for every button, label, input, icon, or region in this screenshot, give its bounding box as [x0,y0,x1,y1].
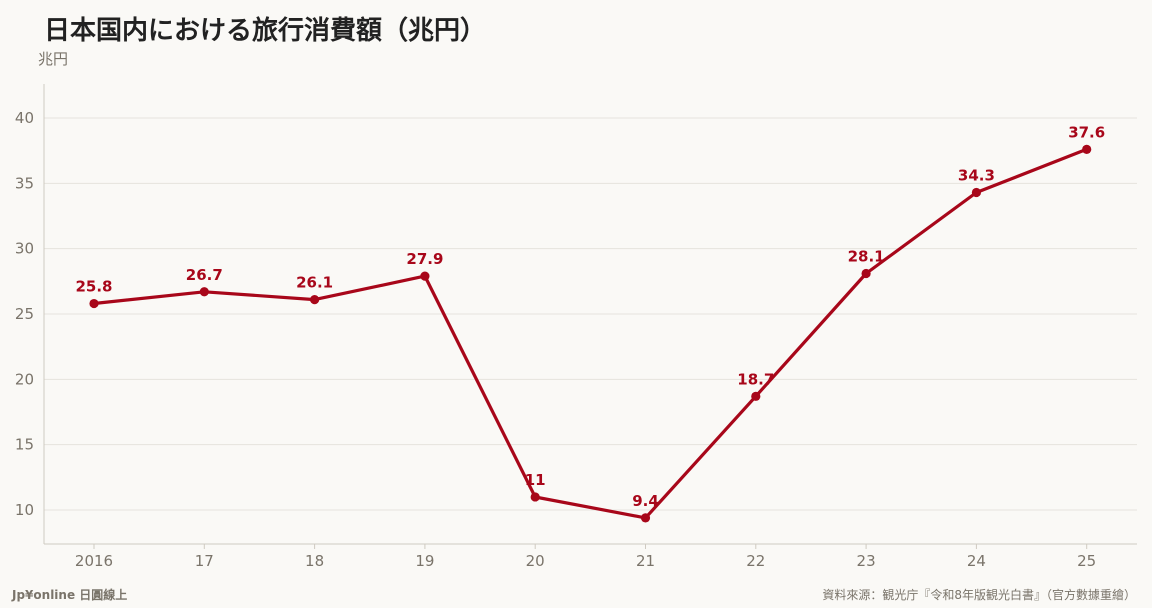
y-tick-label: 15 [15,436,34,454]
data-label: 28.1 [848,247,885,265]
y-tick-label: 25 [15,305,34,323]
chart-title: 日本国内における旅行消費額（兆円） [44,16,487,46]
y-tick-label: 30 [15,240,34,258]
x-tick-label: 25 [1077,552,1096,570]
data-point [199,287,209,297]
x-tick-label: 21 [636,552,655,570]
x-tick-labels: 2016 17 18 19 20 21 22 23 24 25 [75,552,1096,570]
y-tick-label: 20 [15,370,34,388]
data-label: 34.3 [958,166,995,184]
y-axis-unit-label: 兆円 [38,50,69,68]
data-label: 9.4 [632,492,659,510]
data-label: 11 [525,471,546,489]
x-tick-label: 19 [415,552,434,570]
data-labels: 25.8 26.7 26.1 27.9 11 9.4 18.7 28.1 34.3 37.6 [75,123,1105,510]
series-line [92,147,1089,520]
axes [43,84,1137,549]
data-point [420,271,430,281]
x-tick-label: 23 [857,552,876,570]
grid-lines [44,117,1137,511]
x-tick-label: 18 [305,552,324,570]
source-note: 資料來源：観光庁『令和8年版観光白書』（官方數據重繪） [822,588,1136,602]
y-tick-label: 10 [15,501,34,519]
data-label: 26.1 [296,274,333,292]
data-label: 37.6 [1068,123,1105,141]
x-tick-label: 2016 [75,552,113,570]
data-point [971,187,982,198]
data-label: 25.8 [75,278,112,296]
x-tick-label: 22 [746,552,765,570]
data-label: 18.7 [737,370,774,388]
x-tick-label: 17 [195,552,214,570]
brand-footer: Jp¥online 日圓線上 [12,588,128,602]
data-point [89,298,99,309]
data-point [640,513,651,523]
data-point [751,391,761,401]
data-point [861,268,871,279]
data-point [310,295,320,305]
y-tick-labels: 10 15 20 25 30 35 40 [15,109,34,519]
data-label: 27.9 [406,250,443,268]
x-tick-label: 20 [526,552,545,570]
data-label: 26.7 [186,266,223,284]
y-tick-label: 35 [15,174,34,192]
series-path [92,147,1089,520]
data-point [530,492,540,502]
data-point [1082,144,1092,154]
y-tick-label: 40 [15,109,34,127]
x-tick-label: 24 [967,552,986,570]
data-points [89,144,1092,523]
